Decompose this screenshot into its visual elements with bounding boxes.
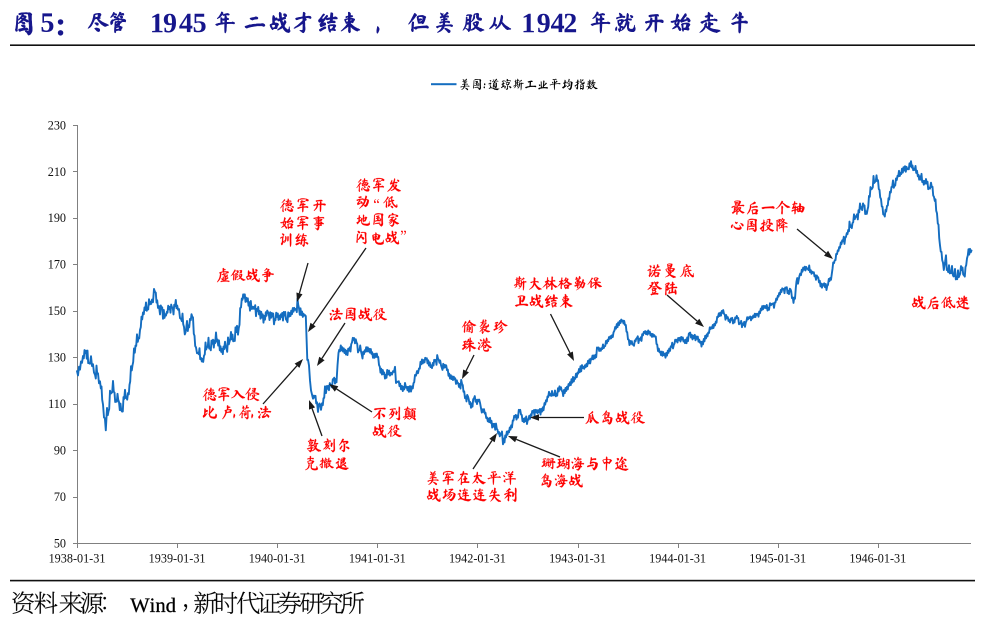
svg-text:90: 90 bbox=[54, 444, 66, 458]
svg-text:1943-01-31: 1943-01-31 bbox=[549, 551, 606, 565]
svg-text:1941-01-31: 1941-01-31 bbox=[349, 551, 406, 565]
svg-text:1938-01-31: 1938-01-31 bbox=[49, 551, 106, 565]
svg-text:1944-01-31: 1944-01-31 bbox=[649, 551, 706, 565]
svg-text:150: 150 bbox=[48, 304, 66, 318]
svg-text:1939-01-31: 1939-01-31 bbox=[149, 551, 206, 565]
svg-text:1945-01-31: 1945-01-31 bbox=[749, 551, 806, 565]
svg-text:130: 130 bbox=[48, 351, 66, 365]
svg-text:190: 190 bbox=[48, 211, 66, 225]
svg-text:50: 50 bbox=[54, 536, 66, 550]
svg-text:210: 210 bbox=[48, 165, 66, 179]
svg-text:1942-01-31: 1942-01-31 bbox=[449, 551, 506, 565]
svg-text:70: 70 bbox=[54, 490, 66, 504]
svg-text:230: 230 bbox=[48, 118, 66, 132]
svg-text:110: 110 bbox=[48, 397, 66, 411]
svg-text:170: 170 bbox=[48, 258, 66, 272]
svg-text:1946-01-31: 1946-01-31 bbox=[849, 551, 906, 565]
svg-text:1940-01-31: 1940-01-31 bbox=[249, 551, 306, 565]
